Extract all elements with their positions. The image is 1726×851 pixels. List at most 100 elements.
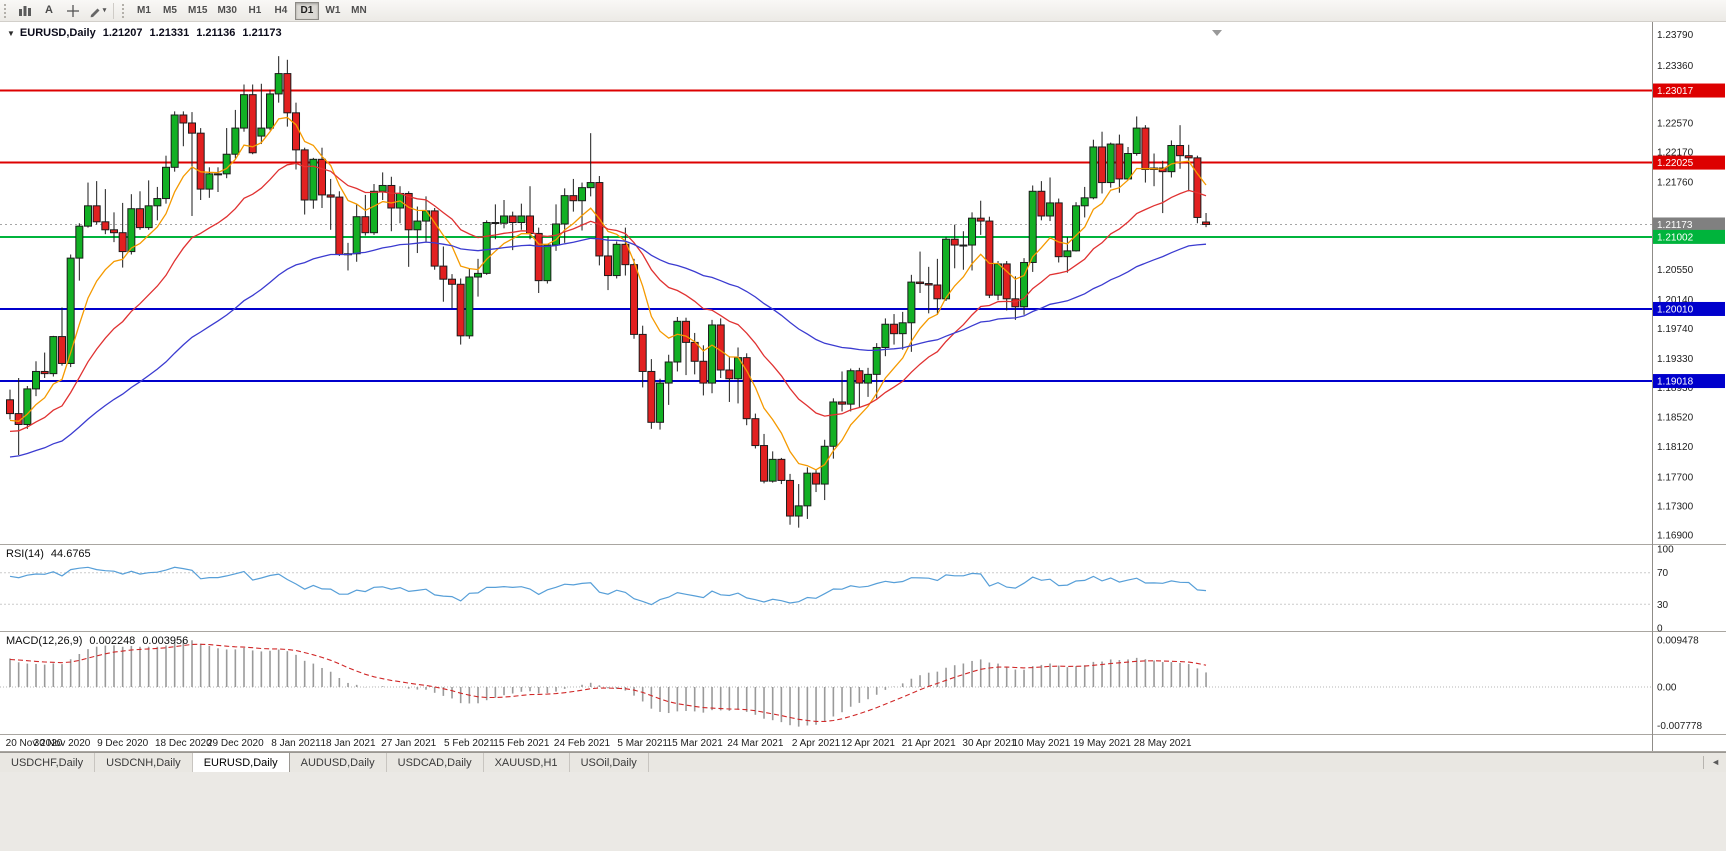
tab-scroll-controls: ◄ bbox=[1703, 753, 1720, 772]
svg-text:1.20550: 1.20550 bbox=[1657, 265, 1694, 276]
tab-scroll-left-icon[interactable]: ◄ bbox=[1711, 757, 1720, 767]
svg-text:1.21760: 1.21760 bbox=[1657, 177, 1694, 188]
timeframe-mn[interactable]: MN bbox=[351, 5, 367, 16]
svg-text:0: 0 bbox=[1657, 624, 1663, 635]
price-badge: 1.21002 bbox=[1653, 229, 1725, 244]
svg-text:70: 70 bbox=[1657, 568, 1669, 579]
svg-text:1.16900: 1.16900 bbox=[1657, 530, 1694, 541]
tab-usdcnh[interactable]: USDCNH,Daily bbox=[95, 753, 193, 772]
svg-text:1.20010: 1.20010 bbox=[1657, 304, 1694, 315]
svg-text:24 Mar 2021: 24 Mar 2021 bbox=[727, 738, 784, 749]
quote-open: 1.21207 bbox=[102, 27, 143, 39]
panel-separators[interactable] bbox=[0, 22, 1726, 752]
svg-text:2 Apr 2021: 2 Apr 2021 bbox=[792, 738, 841, 749]
svg-text:1.22570: 1.22570 bbox=[1657, 118, 1694, 129]
timeframe-w1[interactable]: W1 bbox=[325, 5, 341, 16]
quote-low: 1.21136 bbox=[196, 27, 236, 39]
tab-eurusd[interactable]: EURUSD,Daily bbox=[192, 753, 290, 772]
tab-usoil[interactable]: USOil,Daily bbox=[570, 753, 649, 772]
svg-text:19 May 2021: 19 May 2021 bbox=[1073, 738, 1131, 749]
crosshair-icon bbox=[67, 4, 79, 17]
svg-text:24 Feb 2021: 24 Feb 2021 bbox=[554, 738, 611, 749]
macd-name: MACD(12,26,9) bbox=[6, 635, 83, 647]
price-badge: 1.20010 bbox=[1653, 301, 1725, 316]
svg-text:9 Dec 2020: 9 Dec 2020 bbox=[97, 738, 149, 749]
toolbar-grip-2[interactable] bbox=[122, 3, 127, 18]
svg-text:1.18520: 1.18520 bbox=[1657, 413, 1694, 424]
tab-audusd[interactable]: AUDUSD,Daily bbox=[290, 753, 387, 772]
ma-fast-line bbox=[9, 116, 1207, 471]
svg-text:1.21002: 1.21002 bbox=[1657, 232, 1694, 243]
svg-text:5 Feb 2021: 5 Feb 2021 bbox=[444, 738, 495, 749]
svg-text:29 Dec 2020: 29 Dec 2020 bbox=[207, 738, 264, 749]
bar-charts-icon bbox=[19, 5, 31, 16]
level-lines bbox=[0, 89, 1652, 383]
toolbar: A ▾ M1 M5 M15 M30 H1 H4 D1 W1 MN bbox=[0, 0, 1726, 22]
timeframe-h1[interactable]: H1 bbox=[248, 5, 262, 16]
timeframe-m15[interactable]: M15 bbox=[188, 5, 208, 16]
svg-text:30 Nov 2020: 30 Nov 2020 bbox=[34, 738, 91, 749]
timeframe-m5[interactable]: M5 bbox=[163, 5, 177, 16]
timeframe-toolbar: M1 M5 M15 M30 H1 H4 D1 W1 MN bbox=[131, 1, 372, 20]
tab-xauusd[interactable]: XAUUSD,H1 bbox=[484, 753, 570, 772]
bar-charts-icon[interactable] bbox=[13, 1, 37, 21]
chart-header: ▼ EURUSD,Daily 1.21207 1.21331 1.21136 1… bbox=[7, 27, 282, 39]
svg-text:1.19740: 1.19740 bbox=[1657, 324, 1694, 335]
svg-text:21 Apr 2021: 21 Apr 2021 bbox=[902, 738, 956, 749]
tab-usdcad[interactable]: USDCAD,Daily bbox=[387, 753, 484, 772]
svg-text:1.19330: 1.19330 bbox=[1657, 354, 1694, 365]
svg-text:-0.007778: -0.007778 bbox=[1657, 721, 1702, 732]
dropdown-caret-icon: ▾ bbox=[102, 7, 107, 14]
svg-text:28 May 2021: 28 May 2021 bbox=[1134, 738, 1192, 749]
svg-text:0.00: 0.00 bbox=[1657, 683, 1677, 694]
symbol-tabs: USDCHF,Daily USDCNH,Daily EURUSD,Daily AUDU… bbox=[0, 753, 649, 772]
tab-usdchf[interactable]: USDCHF,Daily bbox=[0, 753, 96, 772]
price-badge: 1.22025 bbox=[1653, 155, 1725, 170]
svg-text:100: 100 bbox=[1657, 545, 1674, 556]
svg-text:1.19018: 1.19018 bbox=[1657, 377, 1694, 388]
svg-text:1.22025: 1.22025 bbox=[1657, 158, 1694, 169]
svg-text:1.23360: 1.23360 bbox=[1657, 61, 1694, 72]
price-axis-labels[interactable]: 1.23790 1.23360 1.22570 1.22170 1.21760 1.205… bbox=[1657, 30, 1694, 542]
svg-text:27 Jan 2021: 27 Jan 2021 bbox=[381, 738, 436, 749]
macd-panel: 0.009478 0.00 -0.007778 bbox=[0, 635, 1702, 732]
timeframe-m30[interactable]: M30 bbox=[217, 5, 237, 16]
svg-text:8 Jan 2021: 8 Jan 2021 bbox=[271, 738, 321, 749]
svg-text:1.17700: 1.17700 bbox=[1657, 472, 1694, 483]
svg-text:18 Dec 2020: 18 Dec 2020 bbox=[155, 738, 212, 749]
svg-text:1.23017: 1.23017 bbox=[1657, 86, 1694, 97]
svg-text:0.009478: 0.009478 bbox=[1657, 635, 1699, 646]
svg-text:1.20140: 1.20140 bbox=[1657, 295, 1694, 306]
draw-tools-icon[interactable]: ▾ bbox=[85, 1, 109, 21]
svg-text:15 Mar 2021: 15 Mar 2021 bbox=[667, 738, 724, 749]
toolbar-icons: A ▾ bbox=[13, 1, 109, 21]
collapse-icon[interactable]: ▼ bbox=[7, 28, 15, 38]
svg-text:1.18120: 1.18120 bbox=[1657, 442, 1694, 453]
timeframe-m1[interactable]: M1 bbox=[137, 5, 151, 16]
cursor-tool-icon[interactable]: A bbox=[37, 1, 61, 21]
svg-text:1.17300: 1.17300 bbox=[1657, 501, 1694, 512]
ma-slow-line bbox=[9, 237, 1207, 458]
draw-tools-icon bbox=[90, 8, 100, 17]
macd-main-value: 0.002248 bbox=[89, 635, 136, 647]
chart-shift-marker[interactable] bbox=[1212, 30, 1222, 36]
toolbar-grip[interactable] bbox=[4, 3, 9, 18]
chart-canvas[interactable]: 1.23790 1.23360 1.22570 1.22170 1.21760 1.205… bbox=[0, 22, 1726, 752]
timeframe-d1[interactable]: D1 bbox=[294, 1, 319, 20]
chart-area[interactable]: 1.23790 1.23360 1.22570 1.22170 1.21760 1.205… bbox=[0, 22, 1726, 752]
tab-scroll-divider bbox=[1703, 756, 1705, 769]
current-price-badge: 1.21173 bbox=[1653, 217, 1725, 232]
window-footer bbox=[0, 772, 1726, 851]
quote-close: 1.21173 bbox=[242, 27, 282, 39]
rsi-name: RSI(14) bbox=[6, 548, 44, 560]
crosshair-icon[interactable] bbox=[61, 1, 85, 21]
svg-text:1.18930: 1.18930 bbox=[1657, 383, 1694, 394]
timeframe-h4[interactable]: H4 bbox=[274, 5, 288, 16]
macd-signal-line bbox=[9, 643, 1207, 723]
svg-text:20 Nov 2020: 20 Nov 2020 bbox=[6, 738, 63, 749]
svg-text:30: 30 bbox=[1657, 600, 1669, 611]
rsi-line bbox=[9, 566, 1207, 606]
cursor-tool-icon: A bbox=[45, 4, 53, 16]
